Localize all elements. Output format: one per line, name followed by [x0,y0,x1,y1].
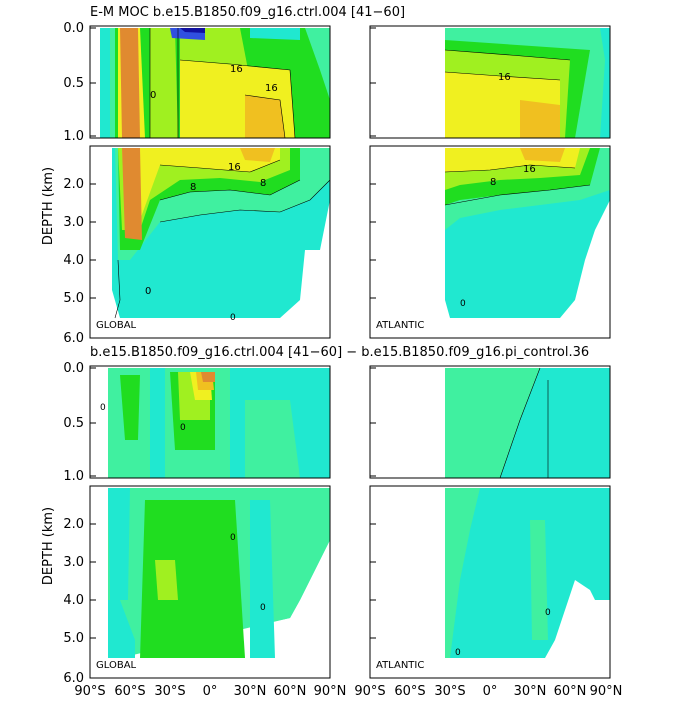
panel-global-difference-upper: 0.0 0.5 1.0 0 0 [63,361,331,484]
panel-global-control: 16 0 16 0.0 0.5 1.0 16 8 [63,21,331,346]
ytick-4-0: 4.0 [63,593,84,608]
ytick-3-0: 3.0 [63,215,84,230]
panel-global-control-lower: 16 8 8 0 0 GLOBAL 2.0 3.0 4.0 5.0 6.0 [63,145,331,346]
contour-label-0: 0 [145,286,151,297]
xtick-30s: 30°S [154,684,185,699]
ytick-3-0: 3.0 [63,555,84,570]
ytick-5-0: 5.0 [63,631,84,646]
ytick-2-0: 2.0 [63,177,84,192]
title-top: E-M MOC b.e15.B1850.f09_g16.ctrl.004 [41… [90,5,405,20]
ylabel-top: DEPTH (km) [41,167,56,245]
xtick-90n: 90°N [590,684,623,699]
contour-label-0: 0 [260,603,266,613]
contour-label-16: 16 [523,164,536,175]
xtick-60s: 60°S [394,684,425,699]
panel-atlantic-control: 16 16 8 0 ATLANTIC [369,25,611,339]
ytick-5-0: 5.0 [63,291,84,306]
xtick-90s: 90°S [74,684,105,699]
contour-label-16: 16 [498,72,511,83]
ytick-0-0: 0.0 [63,361,84,376]
xtick-30s: 30°S [434,684,465,699]
ylabel-bottom: DEPTH (km) [41,507,56,585]
contour-label-8: 8 [190,182,196,193]
contour-label-0: 0 [230,533,236,543]
xaxis-global: 90°S 60°S 30°S 0° 30°N 60°N 90°N [74,684,346,699]
xtick-60s: 60°S [114,684,145,699]
contour-label-0: 0 [150,90,156,101]
ytick-4-0: 4.0 [63,253,84,268]
contour-label-0: 0 [230,313,236,323]
contour-label-0: 0 [180,423,186,433]
contour-label-0: 0 [100,403,106,413]
ytick-0-5: 0.5 [63,76,84,91]
ytick-6-0: 6.0 [63,671,84,686]
contour-label-16: 16 [230,64,243,75]
panel-atlantic-control-lower: 16 8 0 ATLANTIC [369,145,611,339]
xtick-90n: 90°N [314,684,347,699]
panel-atlantic-difference-lower: 0 0 ATLANTIC [369,485,611,679]
xtick-90s: 90°S [354,684,385,699]
xtick-60n: 60°N [274,684,307,699]
panel-atlantic-difference-upper [369,365,611,479]
basin-label-global: GLOBAL [96,320,137,331]
contour-label-0: 0 [545,608,551,618]
xtick-60n: 60°N [554,684,587,699]
xtick-0: 0° [483,684,498,699]
ytick-6-0: 6.0 [63,331,84,346]
panel-global-difference: 0.0 0.5 1.0 0 0 0 0 GLOBAL 2.0 3.0 4.0 [63,361,331,686]
panel-atlantic-difference: 0 0 ATLANTIC [369,365,611,679]
xtick-0: 0° [203,684,218,699]
xtick-30n: 30°N [234,684,267,699]
contour-label-16: 16 [228,162,241,173]
contour-label-8: 8 [260,178,266,189]
title-bottom: b.e15.B1850.f09_g16.ctrl.004 [41−60] − b… [90,345,589,360]
basin-label-global-diff: GLOBAL [96,660,137,671]
basin-label-atlantic-diff: ATLANTIC [376,660,424,671]
xaxis-atlantic: 90°S 60°S 30°S 0° 30°N 60°N 90°N [354,684,622,699]
panel-global-difference-lower: 0 0 GLOBAL 2.0 3.0 4.0 5.0 6.0 [63,485,331,686]
basin-label-atlantic: ATLANTIC [376,320,424,331]
ytick-1-0: 1.0 [63,129,84,144]
ytick-0-5: 0.5 [63,416,84,431]
xtick-30n: 30°N [514,684,547,699]
panel-global-control-upper: 16 0 16 0.0 0.5 1.0 [63,21,331,144]
panel-atlantic-control-upper: 16 [369,25,611,139]
ytick-2-0: 2.0 [63,517,84,532]
contour-label-0: 0 [460,299,466,309]
contour-label-0: 0 [455,648,461,658]
contour-label-16: 16 [265,83,278,94]
ytick-1-0: 1.0 [63,469,84,484]
ytick-0-0: 0.0 [63,21,84,36]
contour-label-8: 8 [490,177,496,188]
